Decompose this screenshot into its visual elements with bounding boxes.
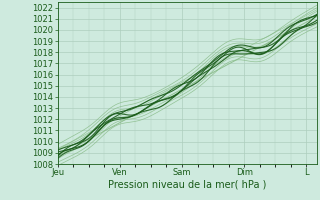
X-axis label: Pression niveau de la mer( hPa ): Pression niveau de la mer( hPa ) [108, 180, 266, 190]
